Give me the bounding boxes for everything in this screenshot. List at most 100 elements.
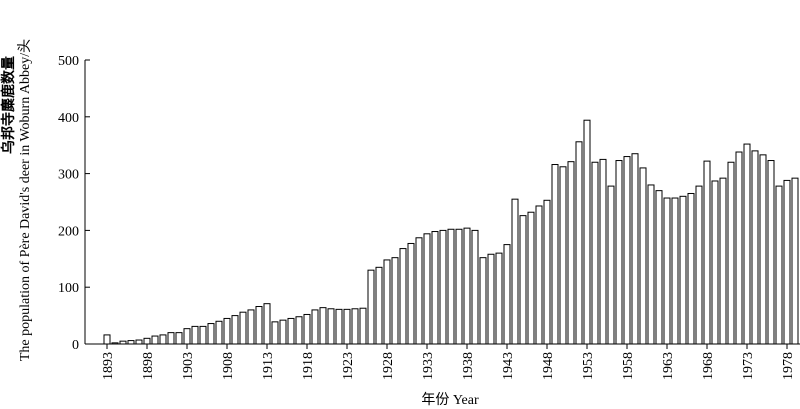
bar xyxy=(127,340,135,345)
bar xyxy=(663,197,671,345)
bar xyxy=(271,321,279,345)
bar xyxy=(559,166,567,345)
bar xyxy=(607,185,615,345)
bar xyxy=(679,195,687,345)
bar xyxy=(511,198,519,345)
bar xyxy=(775,185,783,345)
bar xyxy=(119,340,127,345)
y-axis-label-cn: 乌邦寺麋鹿数量 xyxy=(0,56,17,154)
bar xyxy=(223,317,231,345)
x-tick-label: 1898 xyxy=(141,352,156,380)
bar xyxy=(575,141,583,345)
bar xyxy=(583,119,591,345)
x-tick-label: 1963 xyxy=(661,352,676,380)
bar xyxy=(431,231,439,345)
bar xyxy=(423,233,431,345)
bar xyxy=(263,303,271,345)
bar xyxy=(351,308,359,345)
bar xyxy=(303,313,311,345)
y-tick-label: 0 xyxy=(72,338,79,353)
y-axis-label: The population of Père David's deer in W… xyxy=(17,39,33,361)
x-tick-label: 1913 xyxy=(261,352,276,380)
bar xyxy=(175,332,183,345)
y-tick-label: 300 xyxy=(58,168,79,183)
bar xyxy=(159,334,167,345)
bar xyxy=(783,179,791,345)
bar xyxy=(727,161,735,345)
x-tick-label: 1928 xyxy=(381,352,396,380)
x-tick-label: 1938 xyxy=(461,352,476,380)
bar xyxy=(439,229,447,345)
bar xyxy=(287,317,295,345)
bar xyxy=(199,325,207,345)
bar xyxy=(695,185,703,345)
bar xyxy=(399,248,407,345)
x-tick-label: 1958 xyxy=(621,352,636,380)
bar xyxy=(415,237,423,345)
bar xyxy=(335,308,343,345)
bar xyxy=(623,156,631,345)
bar xyxy=(543,199,551,345)
bar xyxy=(519,215,527,345)
bar xyxy=(391,257,399,345)
bar xyxy=(503,244,511,345)
bar xyxy=(751,150,759,345)
bar xyxy=(167,332,175,345)
bar xyxy=(239,311,247,345)
bar xyxy=(599,158,607,345)
bar xyxy=(151,335,159,345)
bar xyxy=(111,342,119,345)
x-tick-label: 1968 xyxy=(701,352,716,380)
y-tick-label: 100 xyxy=(58,281,79,296)
bar xyxy=(359,307,367,345)
bar xyxy=(631,153,639,345)
x-tick-label: 1903 xyxy=(181,352,196,380)
bar xyxy=(471,229,479,345)
bar xyxy=(711,180,719,345)
bar xyxy=(231,315,239,345)
bar xyxy=(279,319,287,345)
y-tick-label: 500 xyxy=(58,54,79,69)
bar xyxy=(615,160,623,345)
y-tick-label: 400 xyxy=(58,111,79,126)
bar xyxy=(735,151,743,345)
bar xyxy=(215,320,223,345)
bar xyxy=(647,184,655,345)
bar xyxy=(311,309,319,345)
x-tick-label: 1918 xyxy=(301,352,316,380)
bar xyxy=(655,190,663,345)
bar xyxy=(103,334,111,345)
bar xyxy=(639,167,647,345)
bar xyxy=(367,269,375,345)
bar xyxy=(183,328,191,345)
bar xyxy=(447,228,455,345)
y-tick-label: 200 xyxy=(58,224,79,239)
bar xyxy=(551,164,559,345)
x-tick-label: 1908 xyxy=(221,352,236,380)
bar xyxy=(375,266,383,345)
bar xyxy=(247,309,255,345)
bar xyxy=(135,339,143,345)
bar xyxy=(207,323,215,345)
bar xyxy=(255,306,263,345)
bar xyxy=(319,307,327,345)
bar xyxy=(343,308,351,345)
x-axis-label: 年份 Year xyxy=(421,392,479,408)
bar xyxy=(535,205,543,345)
bar xyxy=(687,192,695,345)
bar xyxy=(719,177,727,345)
bar xyxy=(407,242,415,345)
bar xyxy=(487,253,495,345)
bar xyxy=(295,316,303,345)
bar xyxy=(527,211,535,345)
x-tick-label: 1978 xyxy=(781,352,796,380)
bar xyxy=(743,143,751,345)
bar xyxy=(767,160,775,345)
x-tick-label: 1973 xyxy=(741,352,756,380)
bar xyxy=(143,337,151,345)
bar xyxy=(671,197,679,345)
x-tick-label: 1953 xyxy=(581,352,596,380)
bar xyxy=(191,325,199,345)
bar xyxy=(495,252,503,345)
